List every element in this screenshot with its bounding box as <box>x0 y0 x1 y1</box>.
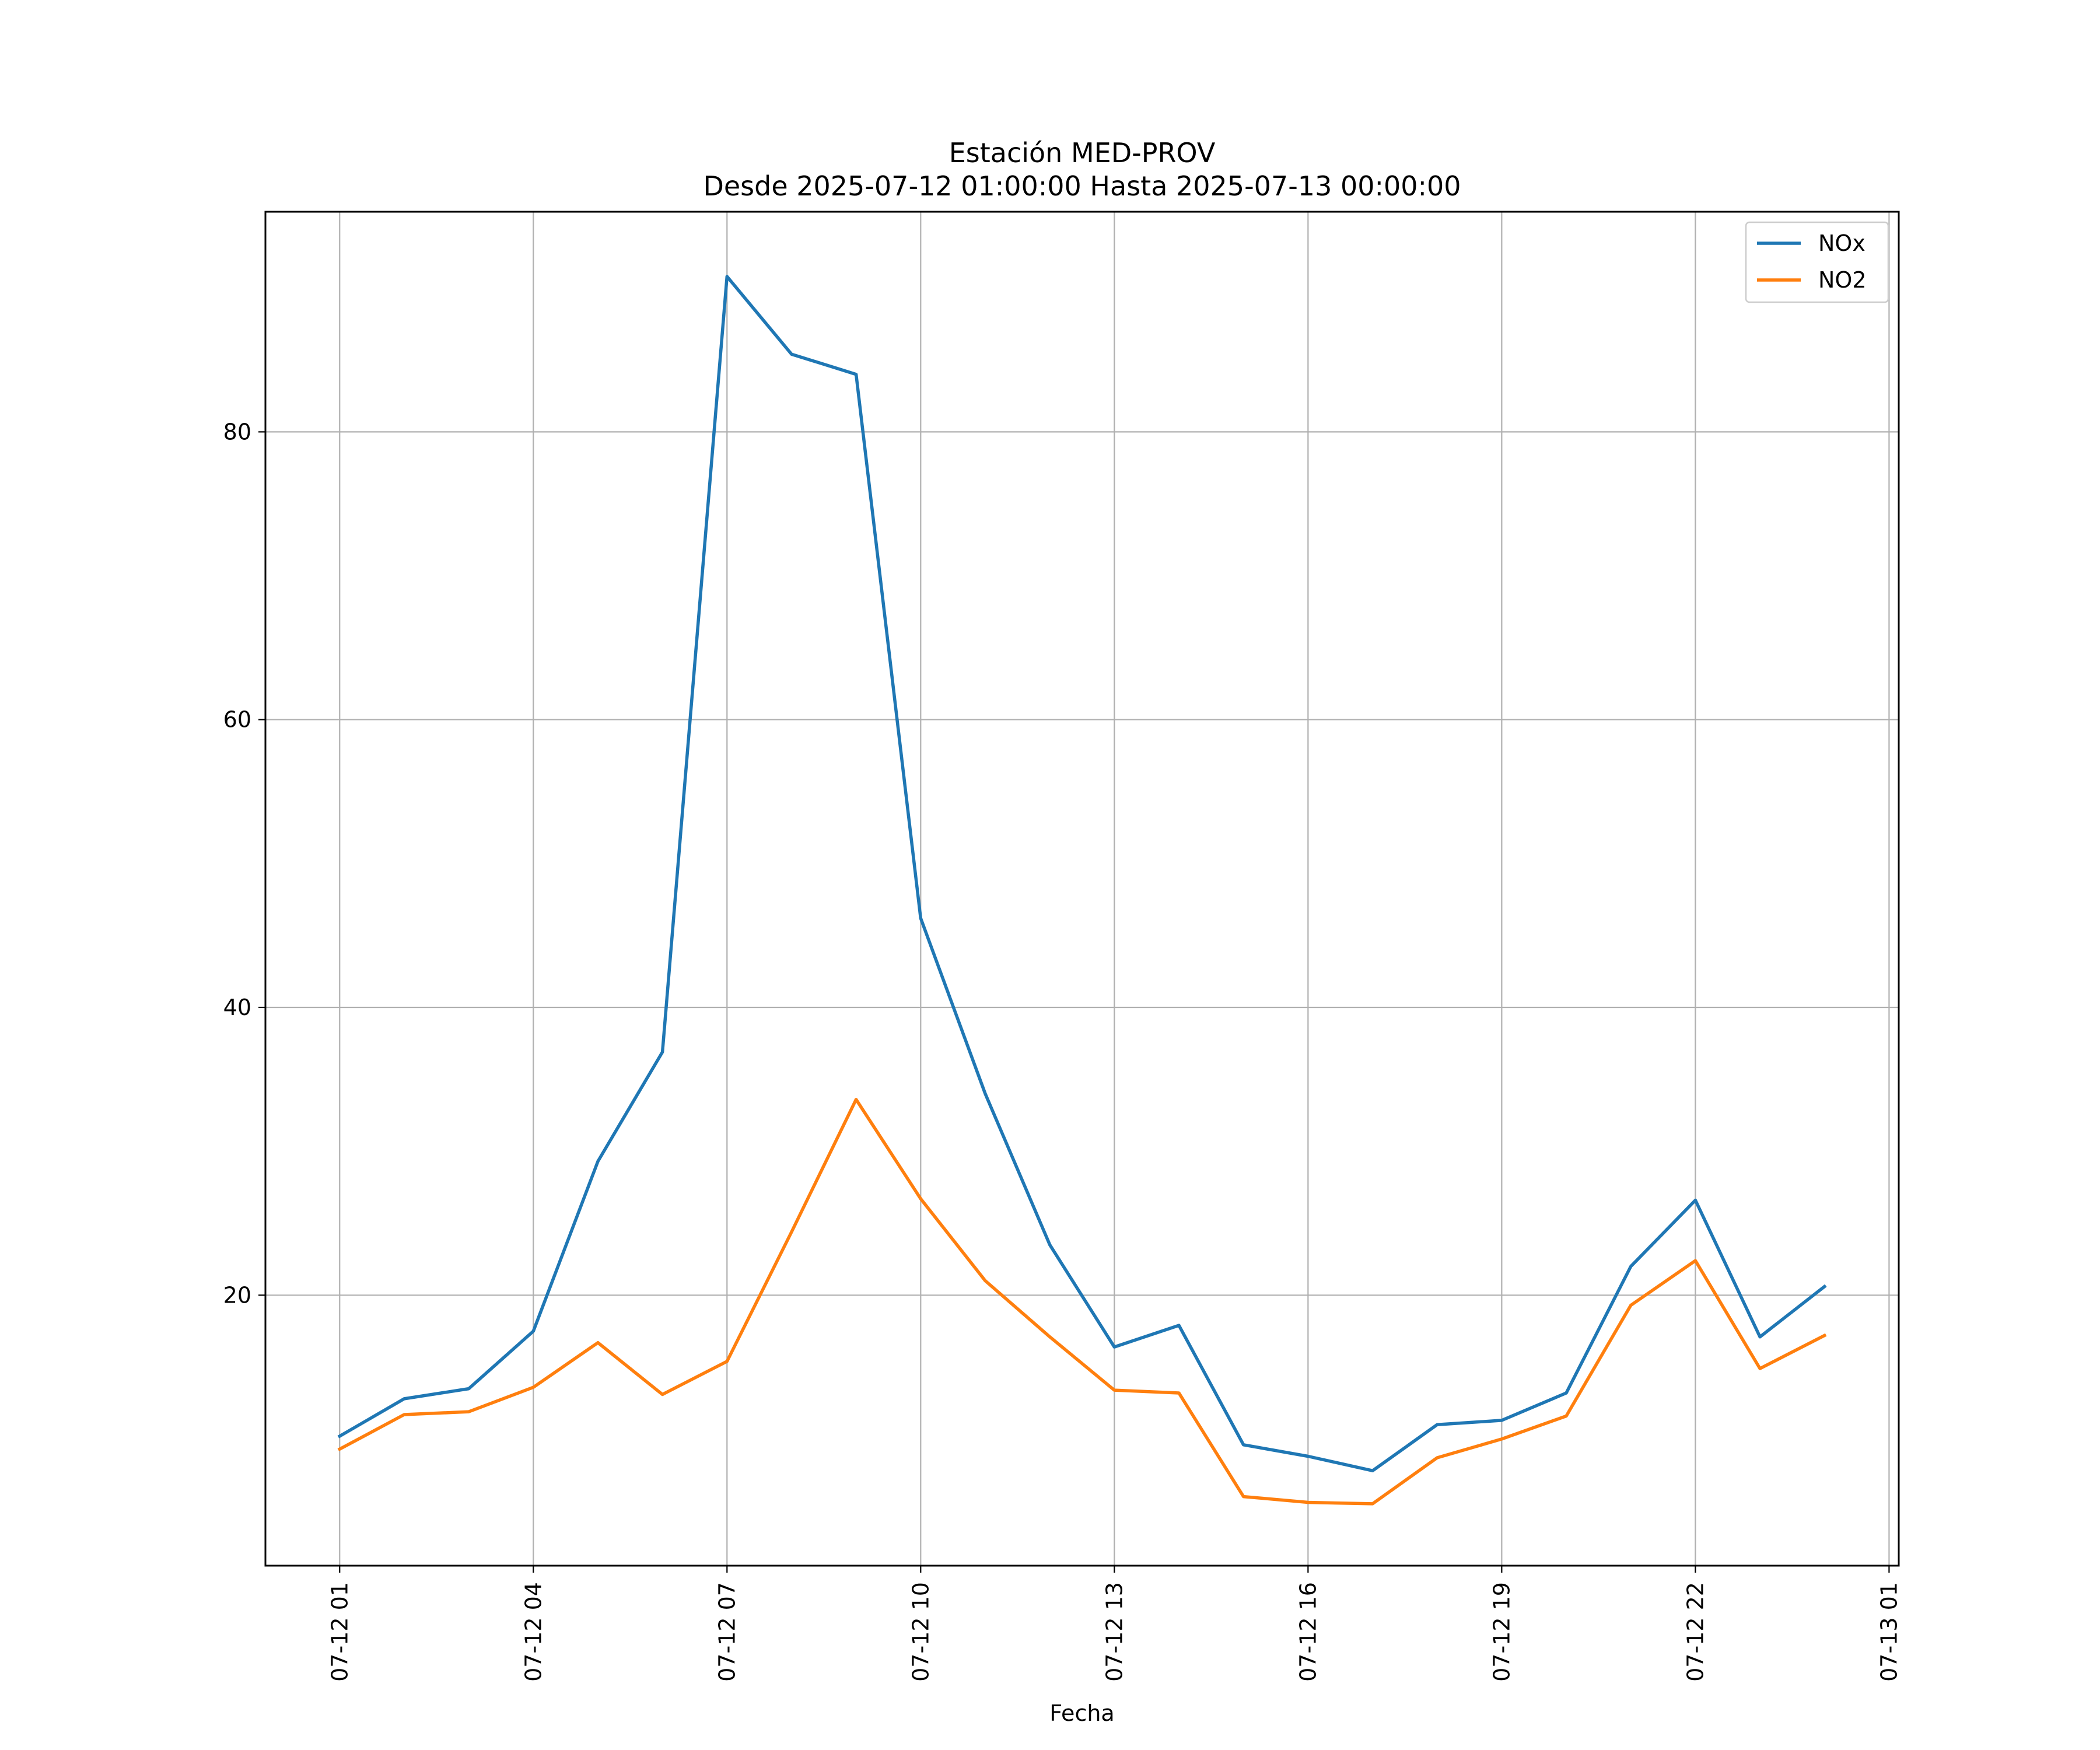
series-layer <box>337 275 1827 1506</box>
y-tick-label: 40 <box>223 995 251 1020</box>
x-axis-label: Fecha <box>1049 1700 1114 1726</box>
legend: NOx NO2 <box>1745 221 1889 303</box>
legend-label-nox: NOx <box>1818 230 1866 256</box>
x-tick-label: 07-12 07 <box>714 1582 740 1682</box>
tick-layer: 07-12 01 07-12 04 07-12 07 07-12 10 07-12 13… <box>223 419 1902 1681</box>
legend-box <box>1745 221 1889 303</box>
series-line-nox <box>337 275 1827 1472</box>
legend-label-no2: NO2 <box>1818 267 1867 293</box>
x-tick-label: 07-12 16 <box>1295 1582 1321 1682</box>
chart-title: Estación MED-PROV <box>949 137 1216 169</box>
x-tick-label: 07-12 22 <box>1682 1582 1708 1682</box>
x-tick-label: 07-12 04 <box>520 1582 546 1682</box>
x-tick-label: 07-13 01 <box>1876 1582 1902 1682</box>
x-tick-label: 07-12 10 <box>908 1582 933 1682</box>
series-line-no2 <box>337 1098 1827 1506</box>
x-tick-label: 07-12 13 <box>1101 1582 1127 1682</box>
chart-subtitle: Desde 2025-07-12 01:00:00 Hasta 2025-07-… <box>703 170 1461 202</box>
y-tick-label: 20 <box>223 1282 251 1308</box>
plot-frame <box>264 211 1900 1567</box>
y-tick-label: 80 <box>223 419 251 444</box>
x-tick-label: 07-12 01 <box>327 1582 352 1682</box>
y-tick-label: 60 <box>223 707 251 733</box>
x-tick-label: 07-12 19 <box>1489 1582 1514 1682</box>
